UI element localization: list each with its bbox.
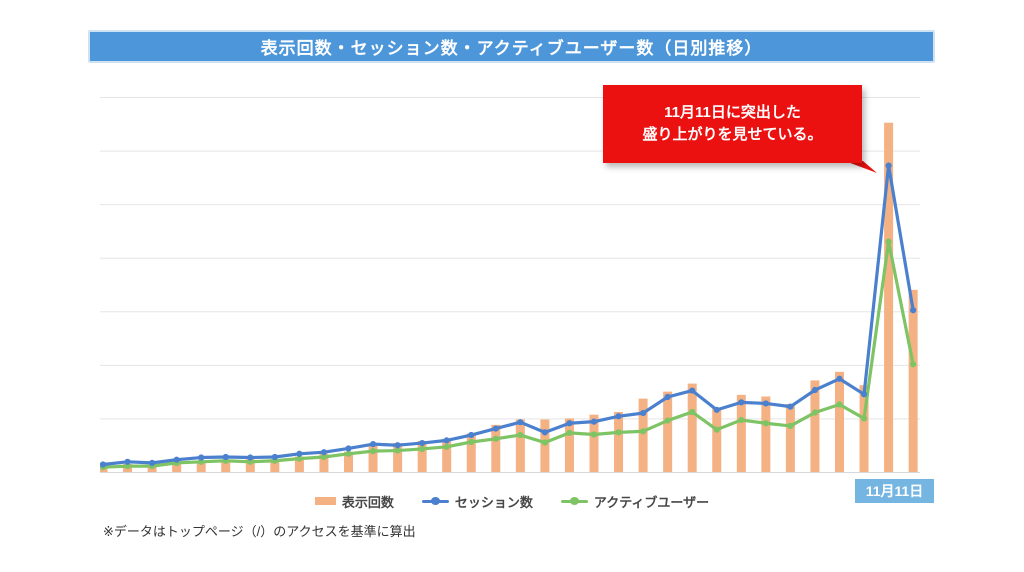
legend-item-impressions: 表示回数 [314, 492, 394, 511]
sessions-line-swatch-icon [421, 496, 449, 506]
line-アクティブユーザー [100, 238, 917, 471]
chart-legend: 表示回数 セッション数 アクティブユーザー [0, 491, 1024, 511]
data-source-footnote: ※データはトップページ（/）のアクセスを基準に算出 [103, 524, 416, 539]
legend-label-active-users: アクティブユーザー [593, 494, 710, 510]
callout-tail [845, 161, 877, 173]
chart-title-bar: 表示回数・セッション数・アクティブユーザー数（日別推移） [88, 30, 935, 63]
chart-title: 表示回数・セッション数・アクティブユーザー数（日別推移） [260, 39, 763, 58]
legend-item-sessions: セッション数 [421, 492, 533, 511]
combo-chart [100, 97, 920, 473]
impressions-bar-swatch-icon [314, 497, 336, 505]
callout-text-line2: 盛り上がりを見せている。 [642, 126, 823, 143]
date-badge-label: 11月11日 [865, 483, 924, 499]
legend-label-sessions: セッション数 [454, 494, 533, 510]
x-axis-date-badge: 11月11日 [855, 479, 934, 503]
legend-label-impressions: 表示回数 [341, 494, 394, 510]
line-セッション数 [100, 162, 917, 468]
gridlines [100, 97, 920, 473]
bars-表示回数 [100, 122, 918, 472]
callout-text-line1: 11月11日に突出した [664, 103, 801, 121]
callout-annotation: 11月11日に突出した 盛り上がりを見せている。 [603, 85, 862, 163]
legend-item-active-users: アクティブユーザー [560, 492, 710, 511]
active-users-line-swatch-icon [560, 496, 588, 506]
